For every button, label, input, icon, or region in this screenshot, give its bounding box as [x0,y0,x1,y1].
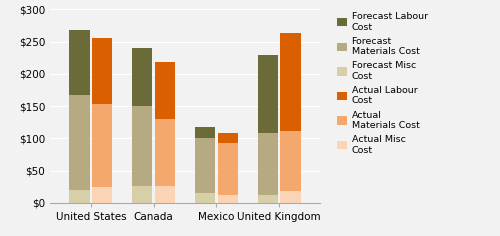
Bar [258,55,278,133]
Bar [195,127,215,139]
Bar [280,33,300,131]
Bar [132,48,152,106]
Bar [92,104,112,187]
Bar [218,194,238,203]
Bar [195,139,215,193]
Bar [70,190,89,203]
Bar [70,95,89,190]
Bar [155,62,175,119]
Bar [155,185,175,203]
Bar [280,191,300,203]
Bar [92,38,112,104]
Bar [195,193,215,203]
Bar [280,131,300,191]
Bar [155,119,175,185]
Bar [218,133,238,143]
Bar [132,185,152,203]
Bar [70,30,89,95]
Bar [258,194,278,203]
Legend: Forecast Labour
Cost, Forecast
Materials Cost, Forecast Misc
Cost, Actual Labour: Forecast Labour Cost, Forecast Materials… [336,10,430,156]
Bar [258,133,278,194]
Bar [218,143,238,194]
Bar [92,187,112,203]
Bar [132,106,152,185]
